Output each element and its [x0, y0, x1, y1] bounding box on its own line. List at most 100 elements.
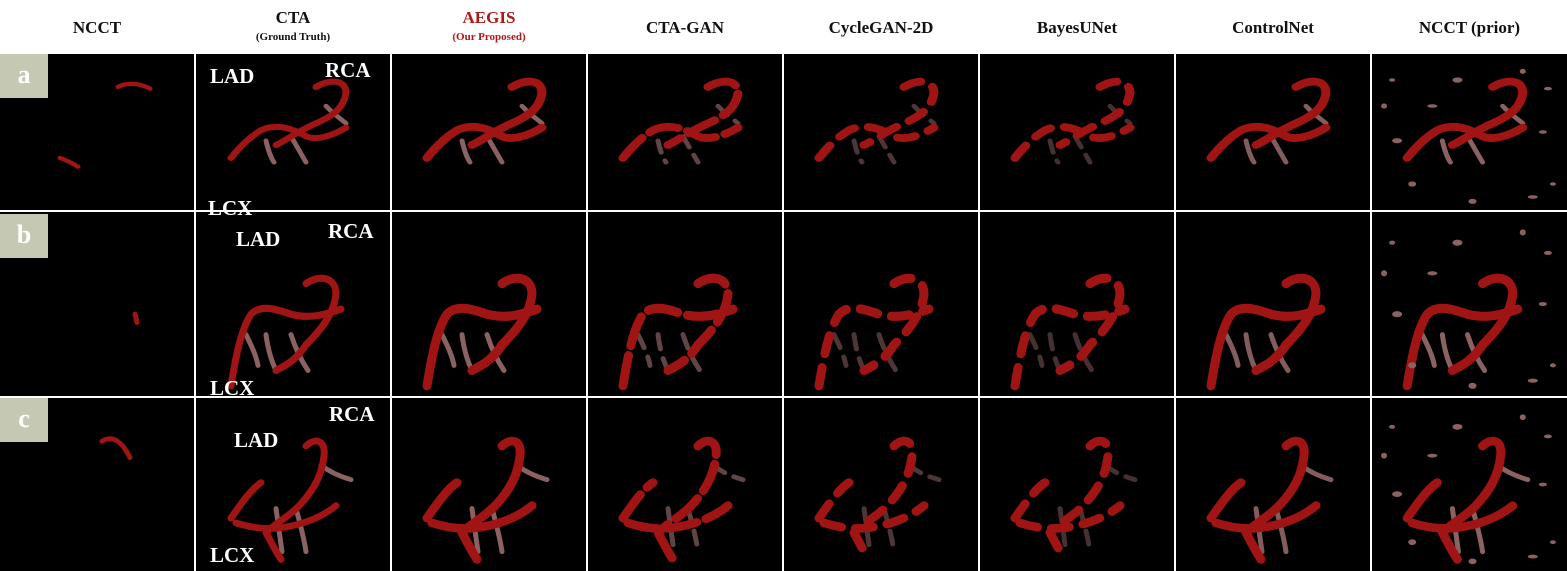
vessel-main: [1402, 436, 1518, 564]
vessel-render: [132, 311, 140, 325]
column-title: NCCT: [72, 18, 122, 37]
vessel-render: [618, 436, 746, 564]
vessel-render: [422, 273, 542, 391]
vessel-main: [1402, 273, 1523, 391]
vessel-main: [422, 77, 547, 162]
vessel-main: [1010, 436, 1125, 564]
noise-speckle: [1543, 434, 1552, 439]
vessel-render: [99, 436, 133, 460]
annotation-lad-b: LAD: [236, 227, 281, 251]
row-label-b: b: [0, 214, 48, 258]
column-header-controlnet: ControlNet: [1176, 0, 1370, 54]
panel-a-cta: [196, 54, 390, 210]
noise-speckle: [1381, 103, 1388, 109]
vessel-render: [1381, 68, 1556, 204]
panel-b-cta: [196, 212, 390, 396]
noise-speckle: [1538, 301, 1547, 307]
noise-speckle: [1381, 452, 1388, 459]
panel-b-cta-gan: [588, 212, 782, 396]
panel-b-bayesunet: [980, 212, 1174, 396]
column-title: CycleGAN-2D: [828, 18, 934, 37]
panel-c-cta: [196, 398, 390, 571]
vessel-render: [227, 78, 350, 165]
vessel-main: [814, 77, 939, 162]
row-label-a: a: [0, 54, 48, 98]
vessel-render: [1381, 414, 1556, 565]
vessel-render: [618, 77, 743, 165]
vessel-branch: [861, 462, 942, 555]
panel-b-controlnet: [1176, 212, 1370, 396]
noise-speckle: [1427, 104, 1438, 108]
noise-speckle: [1408, 181, 1417, 187]
noise-speckle: [1452, 239, 1463, 246]
vessel-render: [57, 81, 153, 169]
vessel-branch: [273, 462, 354, 555]
column-title: BayesUNet: [1036, 18, 1118, 37]
panel-b-cyclegan-2d: [784, 212, 978, 396]
panel-a-cyclegan-2d: [784, 54, 978, 210]
vessel-render: [814, 77, 939, 165]
vessel-main: [1206, 273, 1326, 391]
noise-speckle: [1392, 491, 1403, 497]
vessel-main: [1206, 77, 1331, 162]
vessel-branch: [1057, 462, 1138, 555]
annotation-lcx-b: LCX: [210, 376, 255, 400]
column-subtitle: (Our Proposed): [452, 31, 526, 43]
vessel-render: [1206, 273, 1326, 391]
noise-speckle: [1427, 271, 1438, 276]
panel-c-ncct-prior: [1372, 398, 1567, 571]
vessel-main: [618, 273, 738, 391]
vessel-render: [1010, 436, 1138, 564]
vessel-render: [227, 274, 345, 390]
column-title: CTA: [275, 8, 311, 27]
noise-speckle: [1527, 378, 1538, 383]
noise-speckle: [1389, 424, 1396, 429]
noise-speckle: [1519, 229, 1526, 236]
vessel-fragment: [57, 81, 153, 169]
noise-speckle: [1381, 270, 1388, 277]
vessel-main: [422, 436, 537, 564]
vessel-main: [814, 273, 934, 391]
column-title: AEGIS: [462, 8, 516, 27]
panel-a-cta-gan: [588, 54, 782, 210]
column-subtitle: (Ground Truth): [255, 31, 331, 43]
annotation-lad-a: LAD: [210, 64, 255, 88]
vessel-main: [1206, 436, 1321, 564]
noise-speckle: [1452, 423, 1463, 430]
noise-speckle: [1549, 182, 1556, 186]
panel-a-controlnet: [1176, 54, 1370, 210]
noise-speckle: [1538, 482, 1547, 487]
vessel-main: [618, 436, 733, 564]
vessel-render: [1381, 229, 1556, 391]
noise-speckle: [1389, 78, 1396, 82]
vessel-render: [814, 273, 934, 391]
vessel-render: [618, 273, 738, 391]
vessel-render: [422, 77, 547, 165]
vessel-fragment: [132, 311, 140, 325]
vessel-main: [814, 436, 929, 564]
annotation-rca-a: RCA: [325, 58, 371, 82]
vessel-render: [227, 437, 354, 563]
panel-b-aegis: [392, 212, 586, 396]
noise-speckle: [1392, 311, 1403, 318]
column-header-bayesunet: BayesUNet: [980, 0, 1174, 54]
vessel-render: [1206, 77, 1331, 165]
panel-c-aegis: [392, 398, 586, 571]
noise-speckle: [1427, 453, 1438, 458]
noise-speckle: [1543, 250, 1552, 255]
panel-a-ncct-prior: [1372, 54, 1567, 210]
vessel-main: [618, 77, 743, 162]
panel-a-bayesunet: [980, 54, 1174, 210]
panel-c-cta-gan: [588, 398, 782, 571]
image-grid: [0, 54, 1567, 571]
row-label-c: c: [0, 398, 48, 442]
noise-speckle: [1519, 68, 1526, 74]
noise-speckle: [1389, 240, 1396, 245]
column-title: ControlNet: [1232, 18, 1314, 37]
annotation-rca-c: RCA: [329, 402, 375, 426]
noise-speckle: [1527, 554, 1538, 559]
column-header-cta-gan: CTA-GAN: [588, 0, 782, 54]
annotation-rca-b: RCA: [328, 219, 374, 243]
noise-speckle: [1527, 195, 1538, 199]
column-title: NCCT (prior): [1418, 18, 1521, 37]
